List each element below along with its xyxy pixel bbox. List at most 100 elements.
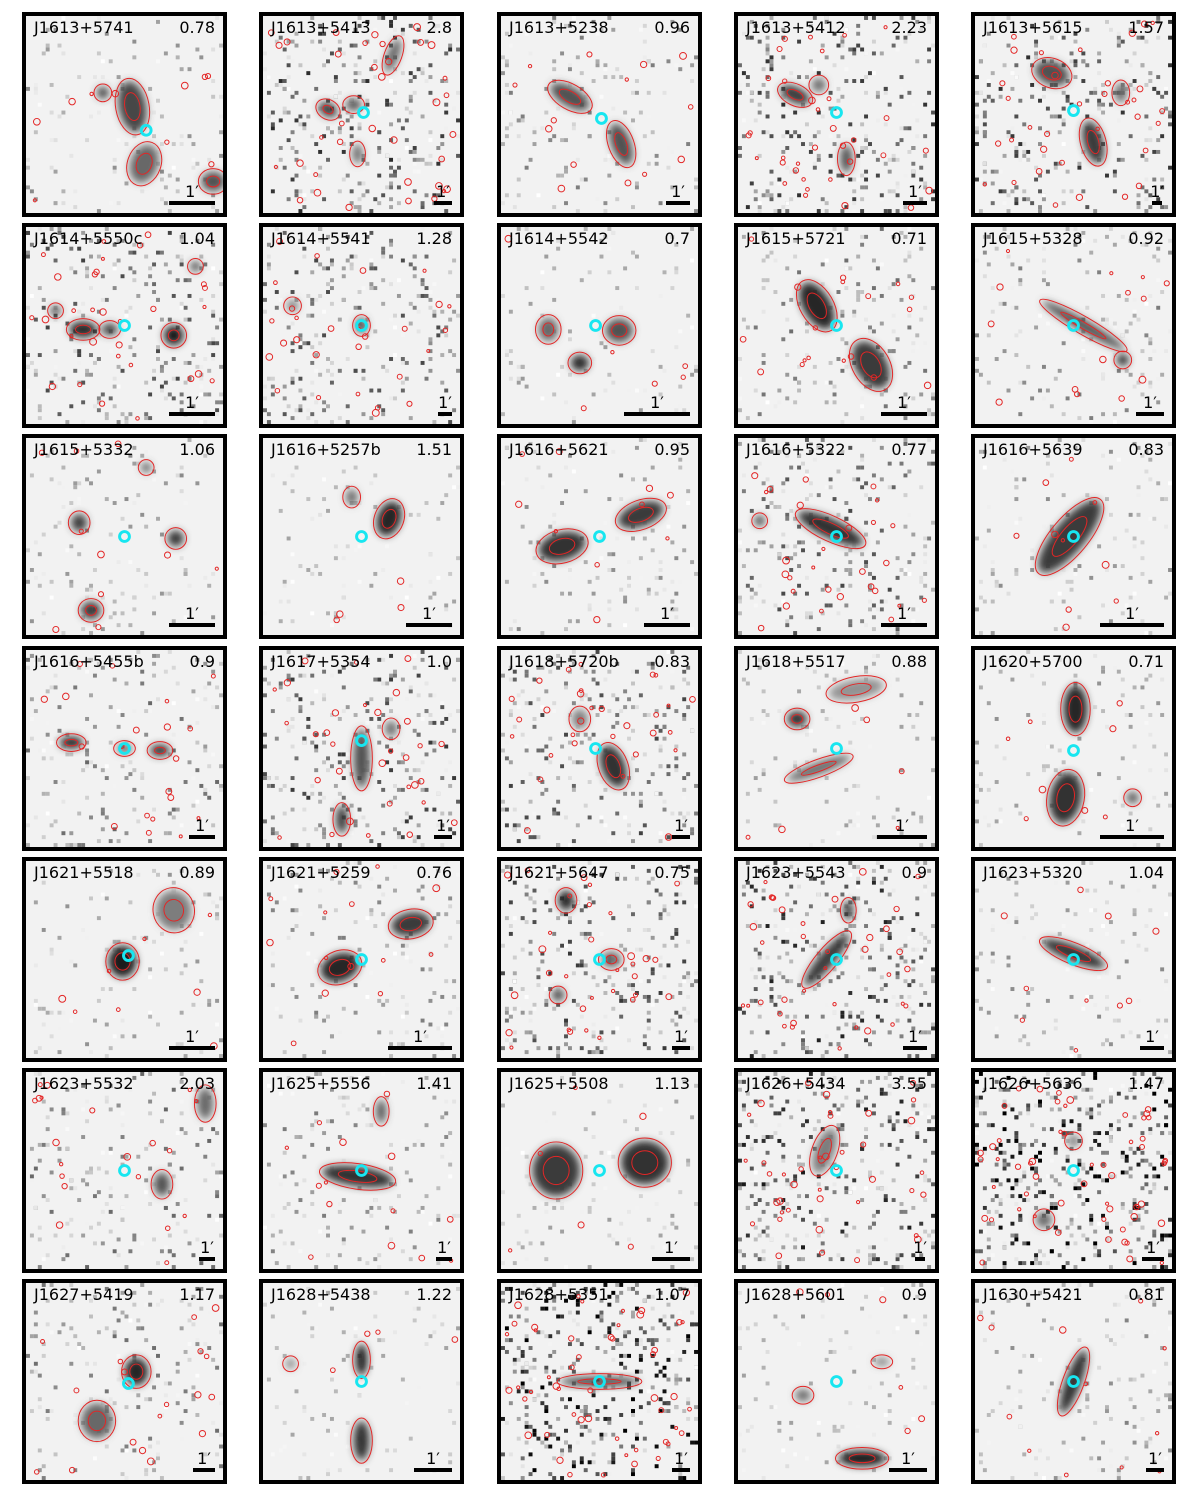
cutout-panel: J1615+5332 1.06 1′ bbox=[22, 434, 227, 639]
scale-bar: 1′ bbox=[889, 1450, 927, 1472]
radio-cutout-image bbox=[738, 1072, 935, 1269]
scale-bar-line bbox=[1100, 835, 1164, 839]
scale-bar-label: 1′ bbox=[1150, 182, 1164, 201]
redshift-label: 1.06 bbox=[179, 440, 215, 459]
source-name: J1613+5615 bbox=[983, 18, 1083, 37]
scale-bar-line bbox=[388, 1046, 452, 1050]
scale-bar: 1′ bbox=[672, 1028, 690, 1050]
scale-bar: 1′ bbox=[388, 1028, 452, 1050]
scale-bar-label: 1′ bbox=[1146, 1238, 1160, 1257]
redshift-label: 2.23 bbox=[891, 18, 927, 37]
redshift-label: 0.81 bbox=[1128, 1285, 1164, 1304]
scale-bar-label: 1′ bbox=[426, 1449, 440, 1468]
source-name: J1618+5517 bbox=[746, 652, 846, 671]
source-name: J1628+5601 bbox=[746, 1285, 846, 1304]
radio-contours bbox=[504, 234, 689, 412]
radio-cutout-image bbox=[738, 1283, 935, 1480]
scale-bar: 1′ bbox=[1100, 605, 1164, 627]
radio-cutout-image bbox=[501, 650, 698, 847]
scale-bar-line bbox=[881, 623, 927, 627]
cutout-panel: J1613+5413 2.8 1′ bbox=[259, 12, 464, 217]
radio-cutout-image bbox=[501, 16, 698, 213]
scale-bar: 1′ bbox=[434, 817, 452, 839]
radio-cutout-image bbox=[738, 16, 935, 213]
scale-bar: 1′ bbox=[189, 817, 215, 839]
source-name: J1616+5639 bbox=[983, 440, 1083, 459]
scale-bar-line bbox=[199, 1257, 215, 1261]
radio-contours bbox=[33, 1304, 220, 1475]
scale-bar: 1′ bbox=[877, 817, 927, 839]
source-name: J1627+5419 bbox=[34, 1285, 134, 1304]
noise-pixels bbox=[501, 16, 698, 213]
scale-bar: 1′ bbox=[169, 605, 215, 627]
redshift-label: 0.76 bbox=[416, 863, 452, 882]
scale-bar: 1′ bbox=[624, 394, 690, 416]
source-name: J1615+5328 bbox=[983, 229, 1083, 248]
cutout-panel: J1621+5647 0.75 1′ bbox=[497, 857, 702, 1062]
radio-cutout-image bbox=[263, 227, 460, 424]
radio-cutout-image bbox=[26, 1283, 223, 1480]
host-galaxy-marker bbox=[589, 319, 602, 332]
source-name: J1613+5238 bbox=[509, 18, 609, 37]
host-galaxy-marker bbox=[1067, 744, 1080, 757]
source-name: J1613+5413 bbox=[271, 18, 371, 37]
source-name: J1616+5455b bbox=[34, 652, 144, 671]
scale-bar-line bbox=[889, 1468, 927, 1472]
source-name: J1614+5542 bbox=[509, 229, 609, 248]
scale-bar-line bbox=[189, 835, 215, 839]
scale-bar-label: 1′ bbox=[185, 604, 199, 623]
scale-bar-label: 1′ bbox=[185, 393, 199, 412]
radio-contours bbox=[29, 231, 215, 421]
host-galaxy-marker bbox=[830, 106, 843, 119]
host-galaxy-marker bbox=[118, 530, 131, 543]
scale-bar-line bbox=[169, 201, 215, 205]
scale-bar-label: 1′ bbox=[413, 1027, 427, 1046]
redshift-label: 0.88 bbox=[891, 652, 927, 671]
host-galaxy-marker bbox=[139, 123, 153, 137]
cutout-panel: J1630+5421 0.81 1′ bbox=[971, 1279, 1176, 1484]
scale-bar-line bbox=[1100, 623, 1164, 627]
radio-cutout-image bbox=[501, 1072, 698, 1269]
redshift-label: 0.71 bbox=[1128, 652, 1164, 671]
redshift-label: 1.57 bbox=[1128, 18, 1164, 37]
noise-pixels bbox=[738, 1283, 935, 1480]
cutout-panel: J1618+5517 0.88 1′ bbox=[734, 646, 939, 851]
radio-cutout-image bbox=[738, 438, 935, 635]
cutout-panel: J1614+5541 1.28 1′ bbox=[259, 223, 464, 428]
host-galaxy-marker bbox=[357, 106, 370, 119]
radio-contours bbox=[333, 485, 406, 624]
radio-cutout-image bbox=[501, 861, 698, 1058]
cutout-panel: J1616+5621 0.95 1′ bbox=[497, 434, 702, 639]
cutout-panel: J1628+5438 1.22 1′ bbox=[259, 1279, 464, 1484]
host-galaxy-marker bbox=[830, 1375, 843, 1388]
scale-bar-line bbox=[414, 1468, 452, 1472]
scale-bar-line bbox=[169, 412, 215, 416]
redshift-label: 2.03 bbox=[179, 1074, 215, 1093]
scale-bar: 1′ bbox=[169, 1028, 215, 1050]
scale-bar-label: 1′ bbox=[1145, 1027, 1159, 1046]
scale-bar: 1′ bbox=[414, 1450, 452, 1472]
scale-bar-label: 1′ bbox=[1125, 604, 1139, 623]
radio-cutout-image bbox=[26, 861, 223, 1058]
host-galaxy-marker bbox=[355, 734, 368, 748]
cutout-panel: J1617+5354 1.0 1′ bbox=[259, 646, 464, 851]
cutout-panel: J1614+5550c 1.04 1′ bbox=[22, 223, 227, 428]
host-galaxy-marker bbox=[1067, 104, 1080, 117]
scale-bar-line bbox=[666, 201, 690, 205]
noise-pixels bbox=[501, 650, 698, 847]
cutout-panel: J1626+5434 3.55 1′ bbox=[734, 1068, 939, 1273]
host-galaxy-marker bbox=[118, 742, 131, 755]
host-galaxy-marker bbox=[355, 530, 368, 543]
redshift-label: 0.95 bbox=[654, 440, 690, 459]
cutout-panel: J1620+5700 0.71 1′ bbox=[971, 646, 1176, 851]
source-name: J1621+5647 bbox=[509, 863, 609, 882]
radio-contours bbox=[751, 472, 927, 632]
source-name: J1615+5332 bbox=[34, 440, 134, 459]
scale-bar: 1′ bbox=[199, 1239, 215, 1261]
host-galaxy-marker bbox=[589, 742, 602, 755]
scale-bar-line bbox=[1140, 1046, 1164, 1050]
scale-bar-line bbox=[672, 1046, 690, 1050]
radio-contours bbox=[282, 1329, 459, 1464]
radio-contours bbox=[38, 440, 219, 634]
radio-contours bbox=[515, 448, 674, 624]
